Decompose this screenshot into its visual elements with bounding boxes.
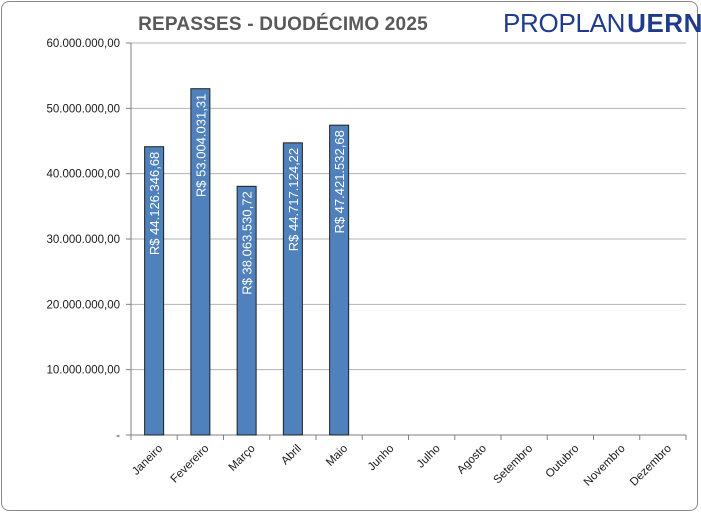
bar	[282, 142, 303, 436]
x-category-label: Fevereiro	[169, 443, 212, 486]
x-category-label: Maio	[324, 443, 350, 469]
x-category-label: Janeiro	[130, 443, 165, 478]
bar	[144, 146, 165, 436]
x-category-label: Julho	[415, 443, 443, 471]
proplan-uern-logo: PROPLANUERN	[503, 8, 701, 38]
y-tick-label: 40.000.000,00	[46, 169, 120, 181]
bar-data-label: R$ 47.421.532,68	[332, 130, 347, 233]
x-category-label: Outubro	[544, 443, 582, 481]
bar-data-label: R$ 44.717.124,22	[286, 148, 301, 251]
y-tick-label: 10.000.000,00	[46, 365, 120, 377]
x-category-label: Novembro	[582, 443, 628, 489]
y-tick-label: 60.000.000,00	[46, 38, 120, 50]
x-category-label: Março	[227, 443, 258, 474]
x-category-label: Dezembro	[628, 443, 674, 489]
y-tick-label: 20.000.000,00	[46, 299, 120, 311]
chart-title: REPASSES - DUODÉCIMO 2025	[138, 14, 428, 35]
y-tick-label: 30.000.000,00	[46, 234, 120, 246]
x-category-label: Junho	[366, 443, 397, 474]
bar	[329, 124, 350, 436]
logo-proplan-text: PROPLAN	[503, 8, 626, 38]
y-tick-label: -	[116, 430, 120, 442]
x-category-label: Agosto	[455, 443, 489, 477]
bar-data-label: R$ 44.126.346,68	[147, 152, 162, 255]
bar-data-label: R$ 53.004.031,31	[193, 94, 208, 197]
bar-data-label: R$ 38.063.530,72	[240, 191, 255, 294]
bar	[236, 185, 257, 436]
x-category-label: Setembro	[492, 443, 536, 487]
bar	[190, 88, 211, 436]
y-tick-label: 50.000.000,00	[46, 103, 120, 115]
x-category-label: Abril	[279, 443, 304, 468]
logo-uern-text: UERN	[627, 8, 701, 38]
